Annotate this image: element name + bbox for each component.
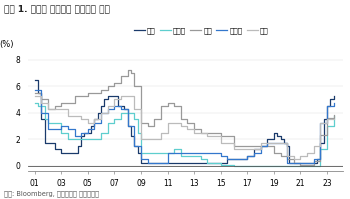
캐나다 (331, 102, 336, 104)
한국 (139, 108, 143, 111)
호주 (33, 92, 37, 94)
Line: 캐나다: 캐나다 (35, 90, 334, 163)
호주 (126, 68, 130, 71)
유로존 (135, 118, 140, 121)
미국 (318, 158, 322, 160)
유로존 (318, 148, 322, 150)
캐나다 (146, 158, 150, 160)
호주 (331, 114, 336, 116)
캐나다 (33, 88, 37, 91)
유로존 (331, 115, 336, 117)
유로존 (139, 151, 143, 154)
유로존 (59, 132, 63, 134)
한국 (119, 98, 123, 101)
유로존 (66, 138, 70, 140)
호주 (199, 128, 203, 131)
미국 (331, 95, 336, 97)
Text: (%): (%) (0, 40, 14, 49)
Line: 한국: 한국 (35, 96, 334, 159)
한국 (172, 122, 176, 124)
미국 (322, 118, 326, 121)
호주 (279, 155, 283, 157)
캐나다 (205, 151, 210, 154)
한국 (146, 138, 150, 140)
유로존 (259, 165, 263, 167)
한국 (119, 95, 123, 97)
Line: 미국: 미국 (35, 80, 334, 163)
Text: 자료: Bloomberg, 삼성인증권 리서치센터: 자료: Bloomberg, 삼성인증권 리서치센터 (4, 190, 98, 197)
Text: 그림 1. 주요국 중앙은행 기준금리 동향: 그림 1. 주요국 중앙은행 기준금리 동향 (4, 4, 109, 13)
미국 (225, 158, 230, 160)
미국 (318, 141, 322, 144)
한국 (331, 118, 336, 121)
호주 (245, 145, 250, 147)
Line: 유로존: 유로존 (35, 103, 334, 166)
한국 (33, 95, 37, 97)
호주 (298, 163, 302, 166)
미국 (33, 78, 37, 81)
캐나다 (139, 145, 143, 147)
유로존 (232, 165, 236, 167)
캐나다 (119, 108, 123, 111)
호주 (292, 161, 296, 164)
미국 (92, 118, 97, 121)
미국 (315, 161, 319, 164)
캐나다 (86, 132, 90, 134)
Legend: 미국, 유로존, 호주, 캐나다, 한국: 미국, 유로존, 호주, 캐나다, 한국 (131, 24, 272, 37)
유로존 (33, 102, 37, 104)
한국 (86, 118, 90, 121)
미국 (139, 161, 143, 164)
Line: 호주: 호주 (35, 70, 334, 165)
캐나다 (119, 105, 123, 107)
호주 (312, 160, 316, 162)
호주 (179, 105, 183, 107)
한국 (292, 158, 296, 160)
캐나다 (146, 161, 150, 164)
